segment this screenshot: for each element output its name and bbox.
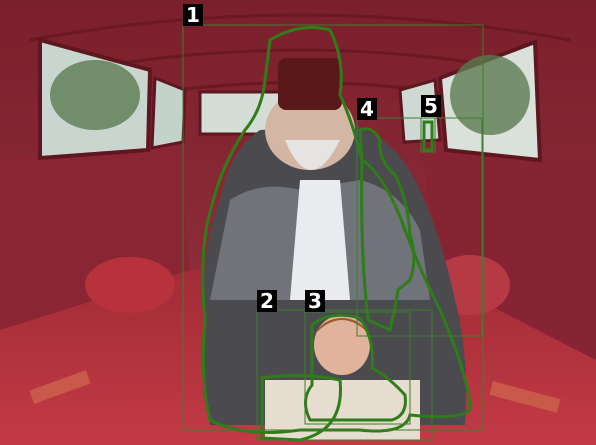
mask-outline-1 — [201, 26, 472, 434]
left-mid-window — [150, 75, 187, 150]
bbox-4 — [356, 117, 483, 337]
mask-outline-2 — [260, 373, 342, 442]
mask-outline-5 — [422, 120, 434, 152]
bbox-1 — [182, 24, 484, 431]
bbox-5 — [420, 117, 436, 153]
bbox-2 — [256, 309, 433, 441]
bounding-boxes — [182, 24, 484, 441]
instance-label-3: 3 — [305, 290, 325, 312]
window-trees — [50, 55, 530, 135]
instance-label-5: 5 — [421, 95, 441, 117]
mask-outline-3 — [304, 313, 407, 422]
segmentation-masks — [201, 26, 472, 442]
floor-clutter — [29, 255, 561, 413]
right-wall-panel — [420, 140, 596, 360]
seated-elder — [203, 58, 467, 425]
instance-label-2: 2 — [257, 290, 277, 312]
mask-outline-4 — [358, 127, 416, 333]
child — [265, 315, 420, 440]
instance-label-1: 1 — [183, 4, 203, 26]
instance-label-4: 4 — [357, 98, 377, 120]
